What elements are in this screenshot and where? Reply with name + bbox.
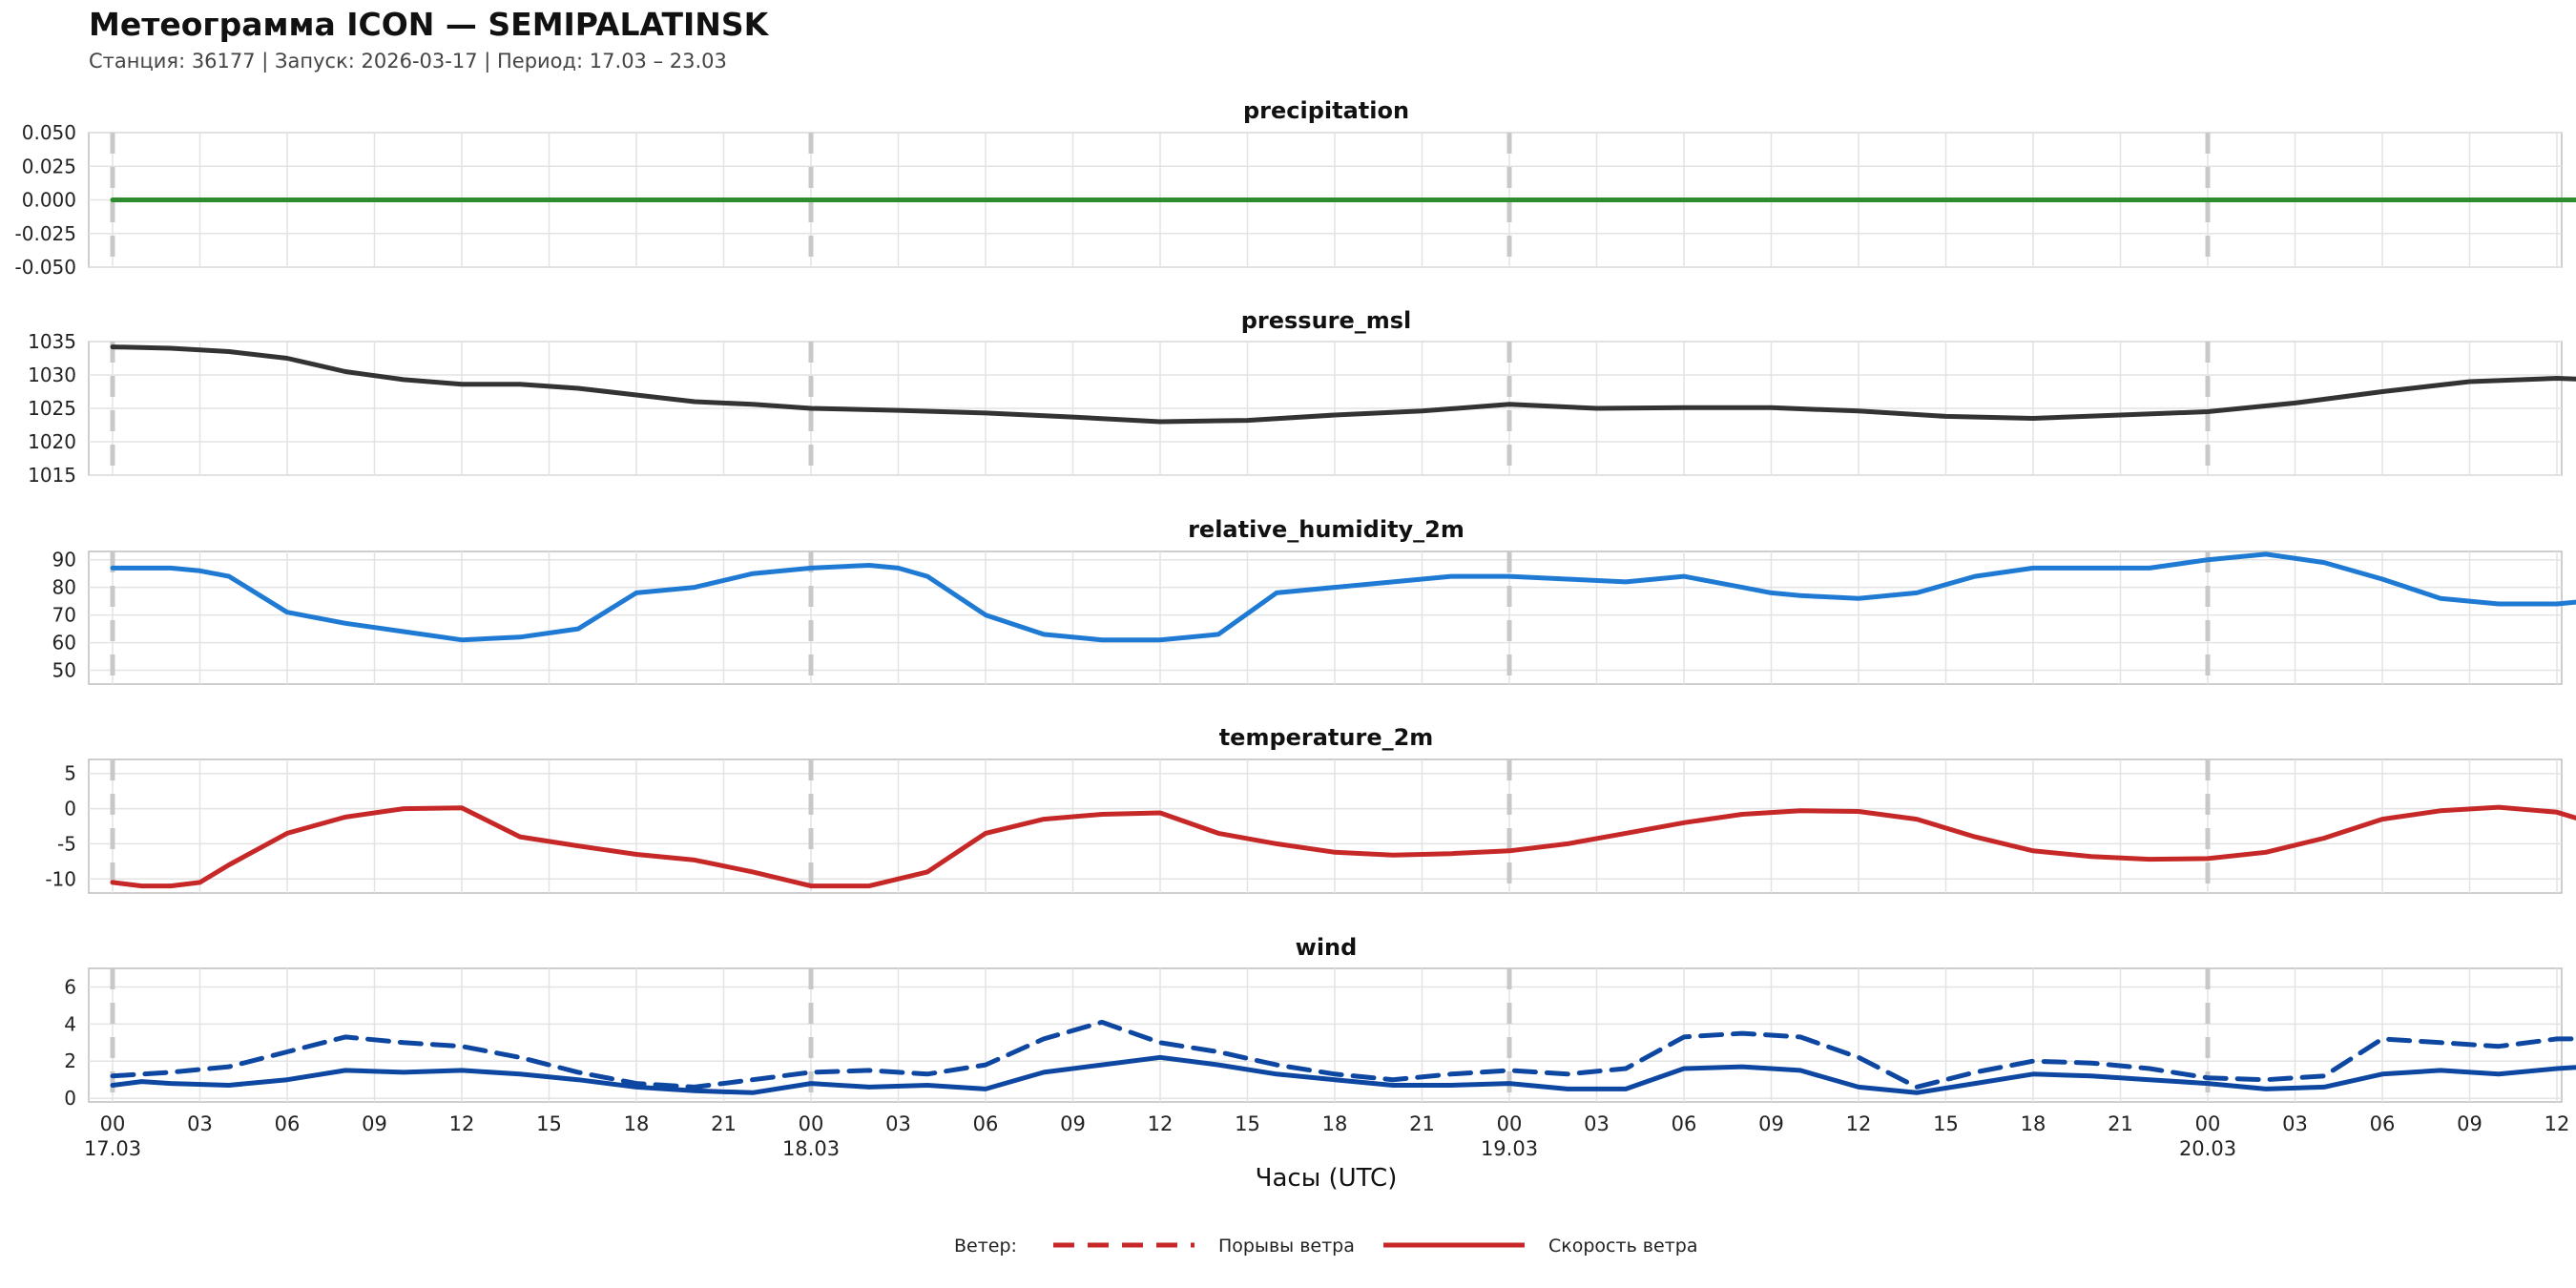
y-tick-label: -5 [57,832,76,855]
y-tick-label: 90 [52,549,76,571]
x-tick-label: 09 [362,1112,387,1135]
x-tick-label: 00 [799,1112,824,1135]
series-line-Порывы-ветра [110,1019,2576,1090]
y-tick-label: 1035 [28,330,76,353]
x-date-label: 19.03 [1481,1137,1538,1160]
y-tick-label: 1030 [28,364,76,386]
page-title: Метеограмма ICON — SEMIPALATINSK [89,6,769,43]
y-tick-label: -10 [45,867,76,890]
x-date-label: 17.03 [84,1137,141,1160]
y-tick-label: 0 [64,798,76,821]
y-tick-label: 60 [52,632,76,654]
legend-title: Ветер: [954,1236,1017,1257]
x-tick-label: 21 [2108,1112,2133,1135]
series-line-temperature_2m [110,804,2576,889]
y-tick-label: 50 [52,659,76,682]
y-tick-label: 70 [52,604,76,627]
x-tick-label: 15 [1933,1112,1959,1135]
x-tick-label: 06 [2370,1112,2396,1135]
y-tick-label: -0.050 [15,256,76,279]
x-date-label: 18.03 [782,1137,840,1160]
page-subtitle: Станция: 36177 | Запуск: 2026-03-17 | Пе… [89,50,727,73]
x-tick-label: 03 [1584,1112,1610,1135]
series-line-Скорость-ветра [110,1054,2576,1095]
y-tick-label: -0.025 [15,222,76,245]
y-tick-label: 2 [64,1049,76,1072]
legend-label-gusts: Порывы ветра [1218,1236,1355,1257]
x-tick-label: 12 [449,1112,475,1135]
x-tick-label: 03 [2282,1112,2308,1135]
series-line-relative_humidity_2m [110,551,2576,643]
x-tick-label: 12 [1846,1112,1872,1135]
x-tick-label: 15 [536,1112,562,1135]
x-tick-label: 06 [275,1112,301,1135]
y-tick-label: 0 [64,1087,76,1110]
y-tick-label: 6 [64,975,76,998]
x-tick-label: 09 [2457,1112,2483,1135]
x-axis-label: Часы (UTC) [1256,1164,1398,1193]
y-tick-label: 80 [52,576,76,599]
y-tick-label: 4 [64,1012,76,1035]
x-tick-label: 15 [1235,1112,1260,1135]
y-tick-label: 0.000 [22,189,76,212]
panel-frame [88,551,2563,685]
series-line-pressure_msl [110,344,2576,425]
x-tick-label: 00 [1497,1112,1523,1135]
legend-label-speed: Скорость ветра [1548,1236,1697,1257]
x-tick-label: 12 [2545,1112,2570,1135]
y-tick-label: 1020 [28,430,76,453]
x-tick-label: 18 [624,1112,650,1135]
panel-title: temperature_2m [1219,724,1434,751]
y-tick-label: 1025 [28,397,76,420]
panel-title: relative_humidity_2m [1188,516,1465,543]
x-tick-label: 21 [1409,1112,1435,1135]
y-tick-label: 0.050 [22,121,76,144]
y-tick-label: 5 [64,762,76,785]
x-tick-label: 18 [1322,1112,1348,1135]
x-tick-label: 09 [1758,1112,1784,1135]
panel-title: wind [1296,934,1358,961]
x-tick-label: 00 [2195,1112,2221,1135]
x-tick-label: 21 [711,1112,737,1135]
x-tick-label: 09 [1060,1112,1086,1135]
x-tick-label: 00 [100,1112,126,1135]
panel-title: pressure_msl [1241,307,1412,334]
y-tick-label: 0.025 [22,155,76,177]
panel-frame [88,758,2563,894]
panel-title: precipitation [1243,97,1409,124]
x-tick-label: 03 [885,1112,911,1135]
x-date-label: 20.03 [2179,1137,2236,1160]
x-tick-label: 12 [1148,1112,1174,1135]
x-tick-label: 06 [1672,1112,1697,1135]
x-tick-label: 03 [187,1112,213,1135]
y-tick-label: 1015 [28,464,76,487]
x-tick-label: 18 [2021,1112,2046,1135]
x-tick-label: 06 [973,1112,999,1135]
